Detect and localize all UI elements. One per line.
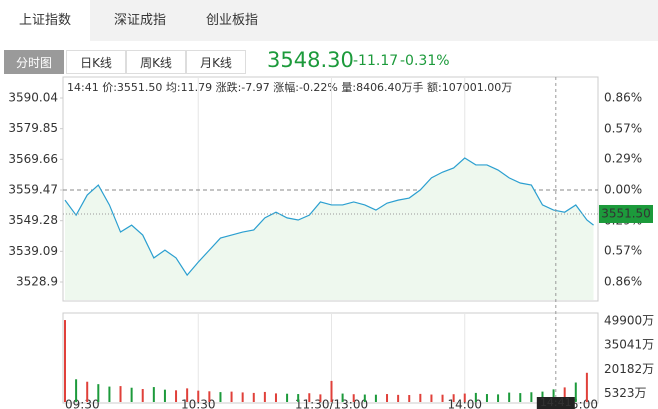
y2-tick-label: 0.86%	[604, 91, 642, 105]
price-line	[64, 157, 594, 277]
volume-tick-label: 5323万	[604, 386, 647, 400]
volume-bar	[363, 394, 366, 402]
change-pct: -0.31%	[400, 53, 450, 69]
time-tag	[536, 397, 575, 409]
volume-bar	[108, 386, 111, 402]
y2-tick-label: 0.29%	[604, 152, 642, 166]
area	[65, 158, 594, 300]
y-tick-label: 3549.28	[8, 213, 58, 227]
view-button[interactable]: 周K线	[126, 50, 186, 74]
volume-bar	[485, 394, 488, 402]
volume-bar	[297, 394, 300, 402]
volume-frame	[62, 312, 599, 404]
volume-bar	[386, 394, 389, 402]
volume-bar	[452, 394, 455, 402]
volume-bar	[330, 380, 333, 402]
volume-bar	[141, 389, 144, 402]
y-tick-label: 3569.66	[8, 152, 58, 166]
volume-bar	[352, 394, 355, 402]
volume-bar	[219, 392, 222, 402]
tab[interactable]: 创业板指	[205, 13, 258, 28]
volume-bar	[152, 387, 155, 402]
view-button[interactable]: 月K线	[186, 50, 246, 74]
volume-bar	[508, 392, 511, 402]
volume-bar	[197, 390, 200, 402]
volume-bar	[585, 372, 588, 402]
volume-bar	[175, 390, 178, 402]
volume-bar	[441, 394, 444, 402]
volume-bar	[397, 394, 400, 402]
view-button[interactable]: 分时图	[4, 50, 64, 74]
volume-bar	[75, 379, 78, 402]
volume-bar	[563, 387, 566, 402]
volume-bar	[341, 393, 344, 402]
y2-tick-label: 0.86%	[604, 274, 642, 288]
volume-bar	[541, 391, 544, 402]
volume-bar	[430, 394, 433, 402]
y2-tick-label: 0.00%	[604, 183, 642, 197]
volume-bar	[263, 391, 266, 402]
volume-bar	[419, 393, 422, 402]
volume-tick-label: 20182万	[604, 362, 654, 376]
volume-bar	[230, 391, 233, 402]
time-tag-label: 14:41	[540, 396, 572, 409]
x-tick-label: 11:30/13:00	[295, 398, 368, 409]
y-tick-label: 3579.85	[8, 121, 58, 135]
y-tick-label: 3528.9	[16, 275, 58, 289]
volume-bar	[497, 394, 500, 402]
price-tag-label: 3551.50	[601, 206, 651, 220]
volume-bar	[186, 388, 189, 402]
volume-bar	[519, 393, 522, 402]
volume-bar	[86, 381, 89, 402]
volume-bar	[574, 382, 577, 402]
y-tick-label: 3559.47	[8, 183, 58, 197]
change: -11.17	[353, 53, 399, 69]
price-tag	[599, 204, 653, 223]
volume-bar	[474, 392, 477, 402]
last-price: 3548.30	[267, 48, 354, 72]
tab-bar: 上证指数 深证成指 创业板指	[0, 0, 658, 41]
x-tick-label: 15:00	[563, 398, 598, 409]
volume-bar	[374, 394, 377, 402]
volume-bar	[319, 394, 322, 402]
volume-tick-label: 49900万	[604, 314, 654, 328]
x-tick-label: 09:30	[65, 398, 100, 409]
volume-tick-label: 35041万	[604, 338, 654, 352]
volume-bar	[274, 393, 277, 402]
volume-bar	[463, 393, 466, 402]
tab[interactable]: 深证成指	[113, 13, 166, 28]
volume-bar	[286, 393, 289, 402]
volume-bar	[64, 320, 66, 402]
x-tick-label: 10:30	[181, 398, 216, 409]
volume-bar	[119, 386, 122, 402]
volume-bar	[208, 391, 211, 402]
volume-bar	[530, 392, 533, 402]
view-button[interactable]: 日K线	[66, 50, 126, 74]
price-frame	[62, 76, 599, 302]
volume-bar	[241, 392, 244, 402]
x-tick-label: 14:00	[447, 398, 482, 409]
volume-bar	[408, 395, 411, 402]
volume-bar	[552, 389, 555, 402]
info-line: 14:41 价:3551.50 均:11.79 涨跌:-7.97 涨幅:-0.2…	[67, 80, 512, 94]
volume-bar	[163, 389, 166, 402]
volume-bar	[308, 393, 311, 402]
volume-bar	[252, 392, 255, 402]
y-tick-label: 3590.04	[8, 90, 58, 104]
y-tick-label: 3539.09	[8, 244, 58, 258]
volume-bar	[130, 387, 133, 402]
volume-bar	[97, 384, 100, 402]
y2-tick-label: 0.57%	[604, 122, 642, 136]
tab[interactable]: 上证指数	[0, 0, 90, 41]
y2-tick-label: 0.57%	[604, 243, 642, 257]
